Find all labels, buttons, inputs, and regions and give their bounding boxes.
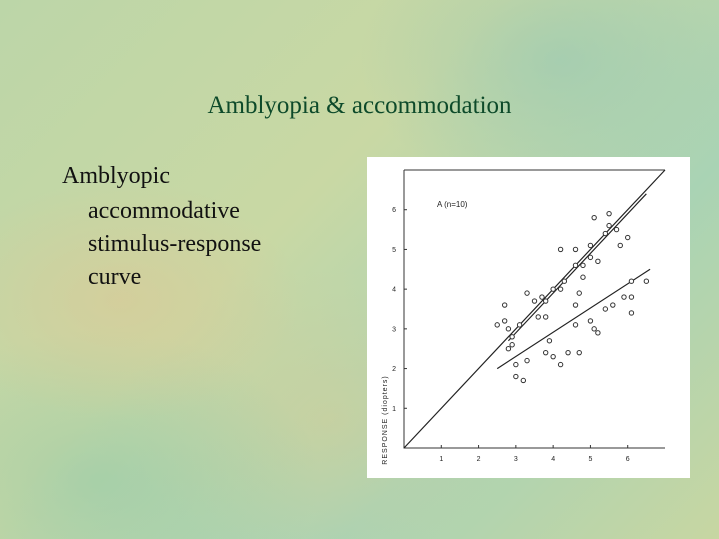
data-point: [580, 274, 586, 280]
y-tick-label: 4: [392, 287, 396, 294]
data-point: [628, 310, 635, 316]
bullet-line: stimulus-response: [88, 231, 262, 257]
data-point: [524, 357, 530, 364]
data-point: [576, 290, 582, 296]
y-tick-label: 6: [392, 207, 396, 214]
data-point: [628, 278, 635, 284]
data-point: [535, 314, 541, 320]
fit-line: [403, 169, 666, 449]
x-tick-label: 4: [551, 456, 555, 463]
slide-title: Amblyopia & accommodation: [207, 92, 512, 119]
data-point: [550, 353, 556, 360]
data-point: [557, 361, 564, 368]
bullet-line: curve: [88, 264, 142, 290]
data-point: [591, 326, 597, 332]
y-axis-label: RESPONSE (diopters): [382, 375, 389, 464]
data-point: [565, 349, 571, 356]
data-point: [539, 294, 545, 300]
data-point: [513, 373, 519, 380]
data-point: [572, 302, 579, 308]
data-point: [501, 302, 508, 308]
data-point: [606, 222, 612, 229]
x-tick-label: 1: [439, 456, 443, 463]
data-point: [505, 326, 512, 332]
data-point: [595, 330, 601, 336]
data-point: [572, 322, 579, 328]
fit-line: [496, 268, 651, 370]
data-point: [542, 349, 549, 356]
data-point: [572, 246, 579, 253]
data-point: [513, 361, 519, 368]
y-tick-label: 2: [392, 366, 396, 373]
data-point: [602, 230, 609, 237]
data-point: [617, 242, 623, 249]
data-point: [587, 242, 594, 249]
data-point: [542, 298, 549, 304]
data-point: [628, 294, 635, 300]
bullet-line: accommodative: [88, 198, 240, 224]
x-tick-label: 3: [514, 456, 518, 463]
fit-line: [507, 193, 647, 342]
data-point: [610, 302, 616, 308]
bullet-line: Amblyopic: [62, 163, 170, 189]
x-tick-label: 6: [626, 456, 630, 463]
data-point: [494, 322, 500, 328]
data-point: [613, 226, 620, 233]
data-point: [580, 262, 586, 269]
data-point: [531, 298, 538, 304]
data-point: [595, 258, 601, 265]
x-tick-label: 2: [477, 456, 481, 463]
data-point: [576, 349, 582, 356]
data-point: [542, 314, 549, 320]
data-point: [557, 286, 564, 292]
data-point: [505, 346, 512, 352]
data-point: [561, 278, 568, 284]
data-point: [587, 318, 594, 324]
y-tick-label: 5: [392, 247, 396, 254]
annotation: A (n=10): [437, 200, 468, 209]
data-point: [550, 286, 556, 292]
data-point: [516, 322, 523, 328]
data-point: [621, 294, 627, 300]
data-point: [520, 377, 527, 384]
y-tick-label: 3: [392, 326, 396, 333]
data-point: [602, 306, 609, 312]
data-point: [625, 234, 631, 241]
data-point: [643, 278, 650, 284]
data-point: [606, 210, 612, 217]
y-tick-label: 1: [392, 406, 396, 413]
data-point: [591, 214, 597, 221]
data-point: [501, 318, 508, 324]
data-point: [524, 290, 530, 296]
data-point: [557, 246, 564, 253]
data-point: [509, 342, 515, 348]
x-tick-label: 5: [588, 456, 592, 463]
data-point: [587, 254, 594, 261]
data-point: [572, 262, 579, 269]
data-point: [546, 338, 553, 344]
data-point: [509, 334, 515, 340]
chart: A (n=10) RESPONSE (diopters) 1 2 3 4 5 6 1 2 3 4 5…: [367, 157, 690, 478]
